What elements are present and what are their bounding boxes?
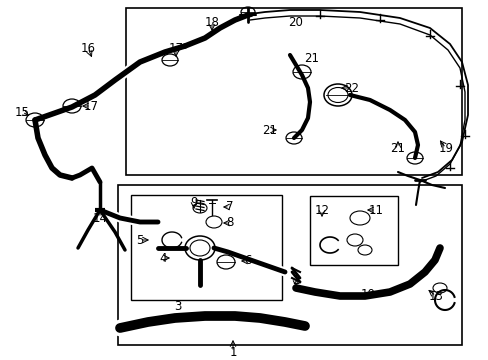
Text: 1: 1 xyxy=(229,346,236,359)
Text: 17: 17 xyxy=(168,41,183,54)
Text: 5: 5 xyxy=(136,234,143,247)
Text: 22: 22 xyxy=(344,81,359,94)
Text: 21: 21 xyxy=(390,141,405,154)
Bar xyxy=(309,196,397,265)
Text: 17: 17 xyxy=(83,99,98,112)
Text: 15: 15 xyxy=(15,105,29,118)
Text: 19: 19 xyxy=(438,141,452,154)
Bar xyxy=(131,195,282,300)
Text: 4: 4 xyxy=(159,252,166,265)
Text: 13: 13 xyxy=(427,289,443,302)
Text: 14: 14 xyxy=(92,211,107,225)
Bar xyxy=(118,185,461,345)
Text: 18: 18 xyxy=(204,15,219,28)
Text: 10: 10 xyxy=(360,288,375,301)
Text: 11: 11 xyxy=(368,203,383,216)
Text: 2: 2 xyxy=(292,274,299,287)
Bar xyxy=(126,8,461,175)
Text: 12: 12 xyxy=(314,203,329,216)
Text: 20: 20 xyxy=(288,15,303,28)
Text: 3: 3 xyxy=(174,300,182,312)
Text: 16: 16 xyxy=(81,41,95,54)
Text: 6: 6 xyxy=(244,255,251,267)
Text: 21: 21 xyxy=(262,123,277,136)
Text: 8: 8 xyxy=(226,216,233,230)
Text: 7: 7 xyxy=(226,201,233,213)
Text: 21: 21 xyxy=(304,51,319,64)
Text: 9: 9 xyxy=(190,195,197,208)
